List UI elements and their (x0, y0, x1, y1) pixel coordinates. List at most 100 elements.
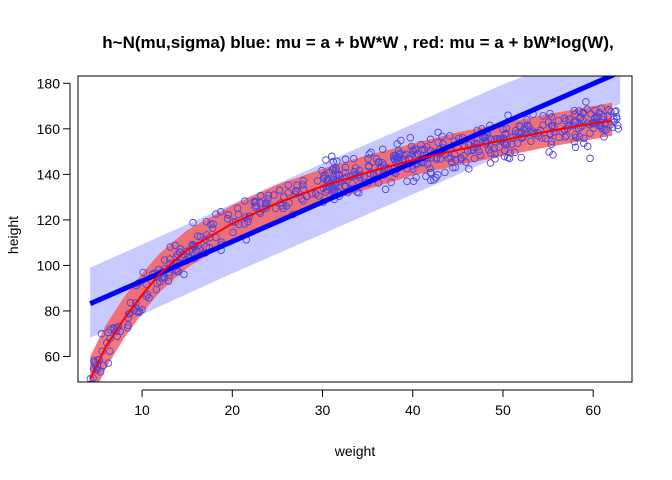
data-point (284, 181, 293, 189)
data-point (208, 224, 217, 233)
data-point (432, 155, 441, 164)
data-point (583, 105, 591, 113)
data-point (166, 243, 175, 251)
data-point (341, 163, 350, 172)
data-point (575, 132, 584, 141)
blue-regression-line (89, 76, 618, 306)
data-point (367, 148, 375, 157)
data-points (86, 98, 622, 382)
data-point (523, 116, 531, 124)
data-point (349, 154, 358, 163)
data-point (109, 324, 118, 332)
data-point (244, 218, 252, 226)
data-point (547, 140, 556, 149)
data-point (514, 129, 523, 137)
data-point (452, 156, 460, 164)
data-point (580, 134, 588, 143)
data-point (418, 145, 427, 154)
data-point (570, 106, 578, 115)
data-point (602, 126, 610, 134)
data-point (275, 186, 284, 194)
data-point (328, 166, 337, 174)
data-point (264, 191, 273, 200)
axes: 10 20 30 40 50 60 60 80 100 120 140 160 180 (37, 75, 633, 418)
data-point (224, 211, 233, 219)
data-point (550, 124, 559, 132)
data-point (613, 121, 622, 130)
data-point (202, 217, 211, 226)
data-point (538, 134, 546, 142)
data-point (539, 121, 547, 129)
red-regression-curve (89, 119, 613, 380)
data-point (166, 255, 174, 263)
data-point (312, 190, 320, 198)
data-point (579, 109, 587, 118)
data-point (171, 241, 179, 249)
data-point (99, 361, 108, 370)
data-point (270, 191, 278, 199)
data-point (392, 153, 400, 162)
data-point (490, 144, 499, 152)
data-point (376, 162, 385, 171)
data-point (264, 195, 272, 203)
red-prediction-band (90, 102, 613, 382)
data-point (434, 128, 442, 137)
data-point (322, 156, 330, 164)
data-point (611, 107, 619, 116)
data-point (614, 125, 622, 133)
data-point (432, 173, 440, 182)
data-point (507, 140, 516, 149)
data-point (422, 172, 430, 181)
data-point (292, 187, 300, 195)
data-point (194, 232, 202, 240)
data-point (164, 277, 173, 285)
data-point (434, 138, 442, 147)
data-point (313, 177, 322, 185)
data-point (595, 109, 604, 117)
data-point (499, 125, 507, 134)
data-point (165, 271, 174, 279)
data-point (545, 148, 553, 156)
data-point (350, 168, 359, 176)
data-point (298, 181, 307, 189)
data-point (139, 268, 147, 277)
data-point (546, 109, 554, 118)
data-point (496, 134, 504, 143)
data-point (387, 178, 395, 187)
data-point (126, 298, 135, 307)
data-point (502, 124, 511, 132)
x-tick-label: 40 (405, 402, 421, 418)
data-point (223, 215, 232, 223)
x-tick-label: 60 (585, 402, 601, 418)
data-point (554, 116, 563, 125)
y-axis-label: height (5, 216, 21, 254)
data-point (87, 380, 94, 382)
data-point (96, 368, 105, 376)
data-point (506, 149, 514, 157)
data-point (446, 132, 454, 140)
data-point (549, 151, 557, 159)
data-point (571, 110, 579, 118)
data-point (441, 168, 449, 177)
data-point (229, 228, 237, 237)
data-point (364, 163, 373, 171)
data-point (381, 185, 390, 194)
data-point (517, 153, 526, 162)
data-point (564, 122, 572, 130)
data-point (284, 189, 292, 197)
data-point (409, 165, 417, 173)
data-point (106, 347, 114, 355)
data-point (234, 210, 243, 219)
data-point (393, 154, 402, 163)
data-point (217, 208, 225, 216)
data-point (475, 147, 483, 156)
data-point (600, 133, 608, 141)
data-point (195, 245, 204, 253)
data-point (329, 157, 338, 166)
data-point (123, 324, 132, 332)
y-tick-label: 100 (37, 257, 61, 273)
y-tick-label: 80 (44, 303, 60, 319)
data-point (355, 189, 363, 197)
data-point (571, 118, 580, 126)
